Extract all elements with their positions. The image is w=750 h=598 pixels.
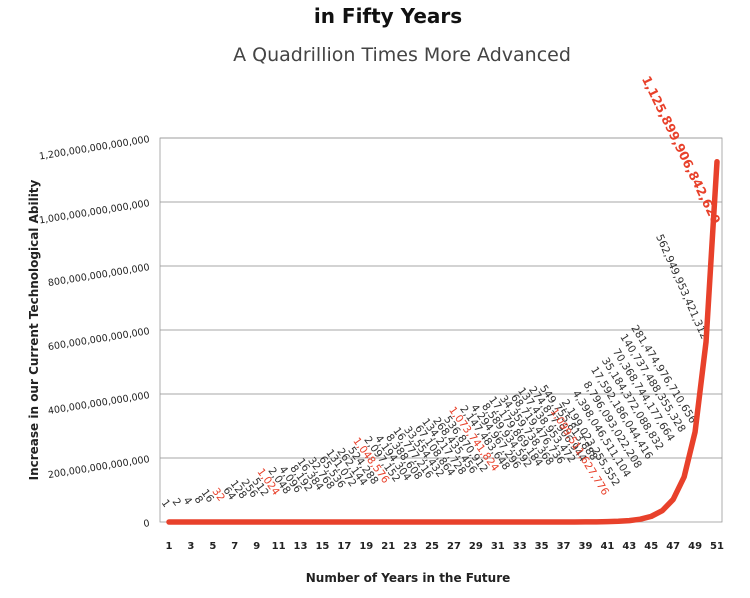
data-label-year-50: 562,949,953,421,312 bbox=[653, 233, 710, 342]
x-tick-label: 29 bbox=[469, 541, 483, 552]
x-tick-label: 51 bbox=[710, 541, 724, 552]
y-tick-label: 200,000,000,000,000 bbox=[47, 454, 150, 481]
x-tick-label: 3 bbox=[187, 541, 194, 552]
x-tick-label: 17 bbox=[337, 541, 351, 552]
x-tick-label: 9 bbox=[253, 541, 260, 552]
data-labels: 12481632641282565121,0242,0484,0968,1921… bbox=[159, 73, 724, 509]
x-tick-label: 19 bbox=[359, 541, 373, 552]
x-tick-label: 47 bbox=[666, 541, 680, 552]
x-tick-label: 1 bbox=[166, 541, 173, 552]
x-tick-label: 37 bbox=[557, 541, 571, 552]
x-tick-label: 21 bbox=[381, 541, 395, 552]
y-tick-label: 400,000,000,000,000 bbox=[47, 390, 150, 417]
x-tick-label: 45 bbox=[644, 541, 658, 552]
x-tick-label: 11 bbox=[272, 541, 286, 552]
x-tick-label: 7 bbox=[231, 541, 238, 552]
x-tick-label: 23 bbox=[403, 541, 417, 552]
x-tick-label: 35 bbox=[535, 541, 549, 552]
x-axis-label: Number of Years in the Future bbox=[306, 571, 511, 585]
x-tick-label: 5 bbox=[209, 541, 216, 552]
x-tick-label: 43 bbox=[622, 541, 636, 552]
chart-title: in Fifty Years bbox=[314, 4, 462, 28]
x-tick-label: 41 bbox=[600, 541, 614, 552]
y-axis-label: Increase in our Current Technological Ab… bbox=[27, 179, 41, 480]
x-tick-label: 39 bbox=[579, 541, 593, 552]
x-axis-ticks: 1 3 5 7 9 11 13 15 17 19 21 23 25 27 29 31 33 35 37 39 41 43 4… bbox=[166, 541, 724, 552]
series-line-layer bbox=[166, 158, 720, 525]
x-tick-label: 33 bbox=[513, 541, 527, 552]
y-tick-label: 0 bbox=[143, 518, 151, 530]
series-line bbox=[166, 158, 720, 525]
x-tick-label: 25 bbox=[425, 541, 439, 552]
x-tick-label: 49 bbox=[688, 541, 702, 552]
x-tick-label: 27 bbox=[447, 541, 461, 552]
chart-subtitle: A Quadrillion Times More Advanced bbox=[233, 44, 571, 66]
y-axis-ticks: 0 200,000,000,000,000 400,000,000,000,000 6… bbox=[38, 134, 150, 530]
x-tick-label: 15 bbox=[315, 541, 329, 552]
y-tick-label: 1,000,000,000,000,000 bbox=[38, 198, 150, 226]
x-tick-label: 13 bbox=[294, 541, 308, 552]
data-label-year-51: 1,125,899,906,842,620 bbox=[639, 73, 724, 226]
y-tick-label: 1,200,000,000,000,000 bbox=[38, 134, 150, 162]
y-tick-label: 800,000,000,000,000 bbox=[47, 262, 150, 289]
x-tick-label: 31 bbox=[491, 541, 505, 552]
y-tick-label: 600,000,000,000,000 bbox=[47, 326, 150, 353]
